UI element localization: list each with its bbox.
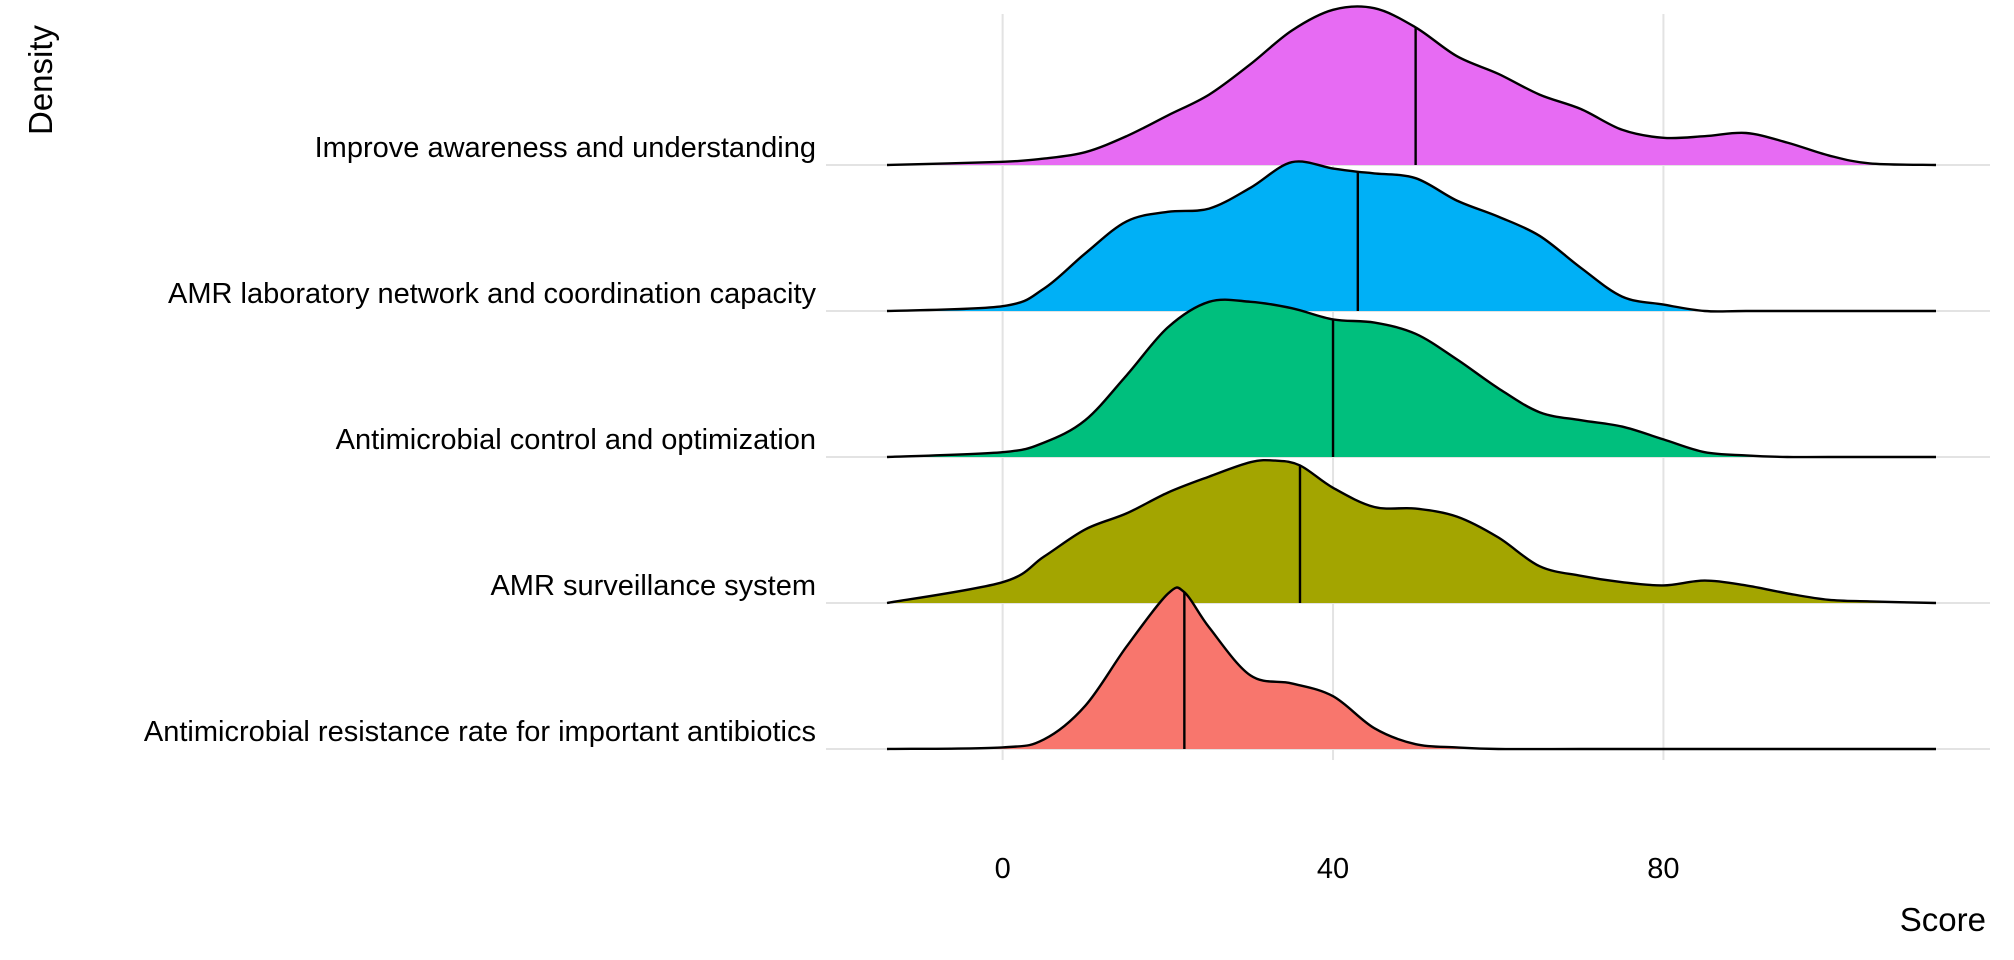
series-3-density-outline [886,298,1936,459]
series-4-row-label: AMR laboratory network and coordination … [168,278,816,310]
tick-layer: 0 40 80 [995,853,1680,885]
series-3-density-area [887,299,1936,458]
x-tick-label-80: 80 [1647,853,1679,885]
series-1-row-label: Antimicrobial resistance rate for import… [144,716,816,748]
series-4-density-outline [886,160,1936,313]
x-tick-label-0: 0 [995,853,1011,885]
series-1-density-area [887,587,1936,750]
x-axis-title: Score [1900,901,1986,938]
y-axis-title: Density [22,24,59,135]
series-2-density-outline [886,458,1937,605]
series-4-density-area [887,161,1936,312]
series-3-row-label: Antimicrobial control and optimization [336,424,816,456]
ridge-layer [886,5,1937,751]
series-1-density-outline [886,586,1936,751]
label-layer: Improve awareness and understanding AMR l… [144,132,817,748]
series-5-density-outline [886,5,1937,167]
series-2-density-area [887,460,1936,603]
x-tick-label-40: 40 [1317,853,1349,885]
series-5-row-label: Improve awareness and understanding [315,132,816,164]
series-2-row-label: AMR surveillance system [490,570,816,602]
